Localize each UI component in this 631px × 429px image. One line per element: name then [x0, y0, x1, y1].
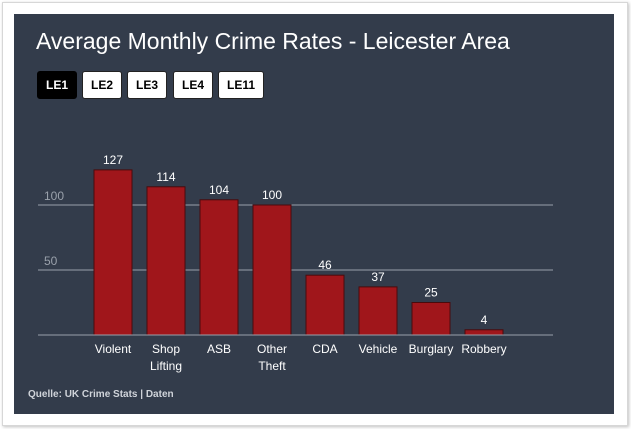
tab-le4[interactable]: LE4 — [173, 71, 213, 99]
x-tick-label: Vehicle — [359, 342, 398, 356]
tab-le2[interactable]: LE2 — [82, 71, 122, 99]
x-tick-label: Shop — [152, 342, 180, 356]
x-tick-label: Lifting — [150, 359, 182, 373]
x-tick-label: CDA — [312, 342, 337, 356]
x-tick-label: Robbery — [461, 342, 506, 356]
data-label: 127 — [103, 153, 123, 167]
data-label: 104 — [209, 183, 229, 197]
y-tick-label: 100 — [44, 189, 64, 203]
bar-chart: 50 100 127 Violent 114 Shop Lifting 104 ASB 100 Ot… — [38, 153, 553, 373]
tab-le11[interactable]: LE11 — [218, 71, 264, 99]
tab-le3[interactable]: LE3 — [127, 71, 167, 99]
data-label: 37 — [371, 270, 385, 284]
chart-panel: Average Monthly Crime Rates - Leicester … — [14, 14, 614, 414]
x-tick-label: Theft — [258, 359, 286, 373]
x-tick-label: Other — [257, 342, 287, 356]
bar — [358, 286, 398, 336]
x-tick-label: ASB — [207, 342, 231, 356]
x-tick-label: Burglary — [409, 342, 454, 356]
y-tick-label: 50 — [44, 254, 58, 268]
source-link[interactable]: UK Crime Stats | Daten — [64, 389, 174, 400]
bar — [411, 302, 451, 336]
bar — [199, 199, 239, 336]
data-label: 114 — [156, 170, 175, 184]
source-label: Quelle: — [28, 389, 62, 400]
x-tick-label: Violent — [95, 342, 132, 356]
data-label: 46 — [318, 258, 332, 272]
source-note: Quelle: UK Crime Stats | Daten — [28, 389, 174, 400]
bar — [146, 186, 186, 336]
bar — [93, 169, 133, 336]
data-label: 100 — [262, 188, 282, 202]
data-label: 4 — [481, 313, 488, 327]
bar — [305, 274, 345, 336]
tab-le1[interactable]: LE1 — [37, 71, 77, 99]
chart-title: Average Monthly Crime Rates - Leicester … — [36, 28, 510, 54]
bar — [252, 204, 292, 336]
bar — [464, 329, 504, 336]
data-label: 25 — [424, 286, 438, 300]
